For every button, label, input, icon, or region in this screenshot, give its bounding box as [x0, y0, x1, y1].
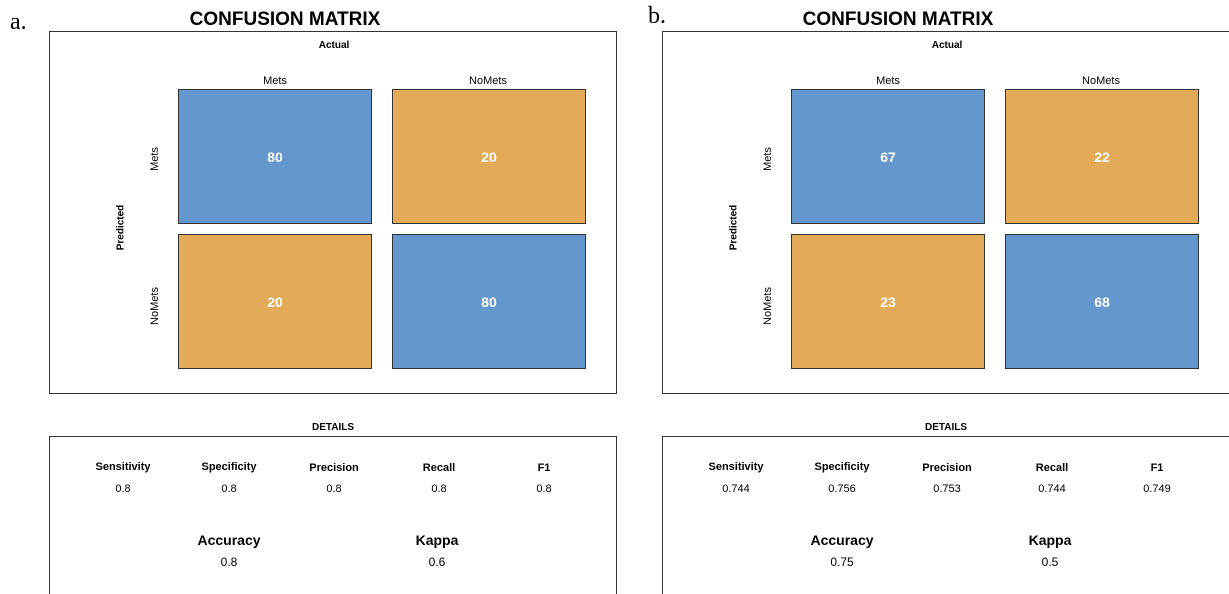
- details-title: DETAILS: [924, 422, 968, 433]
- summary-value-accuracy: 0.8: [220, 555, 238, 569]
- metric-value-sensitivity: 0.8: [115, 483, 131, 495]
- cell-prednomets-actualmets: 23: [791, 234, 985, 369]
- cell-predmets-actualnomets: 20: [392, 89, 586, 224]
- confusion-matrix-panel-b: b. CONFUSION MATRIX Actual Mets NoMets P…: [614, 0, 1229, 594]
- metric-value-sensitivity: 0.744: [722, 483, 750, 495]
- cell-prednomets-actualmets: 20: [178, 234, 372, 369]
- cell-predmets-actualnomets: 22: [1005, 89, 1199, 224]
- metric-name-f1: F1: [537, 462, 551, 474]
- details-frame: Sensitivity 0.744 Specificity 0.756 Prec…: [662, 436, 1229, 594]
- column-label-nomets: NoMets: [469, 75, 507, 87]
- row-label-mets: Mets: [149, 147, 161, 171]
- matrix-frame: Actual Mets NoMets Predicted Mets NoMets…: [662, 31, 1229, 394]
- details-frame: Sensitivity 0.8 Specificity 0.8 Precisio…: [49, 436, 617, 594]
- metric-value-precision: 0.8: [326, 483, 342, 495]
- metric-value-f1: 0.8: [536, 483, 552, 495]
- summary-value-kappa: 0.5: [1041, 555, 1059, 569]
- row-label-nomets: NoMets: [149, 287, 161, 325]
- x-axis-label: Actual: [931, 40, 963, 51]
- metric-name-sensitivity: Sensitivity: [95, 461, 151, 473]
- metric-name-sensitivity: Sensitivity: [708, 461, 764, 473]
- y-axis-label: Predicted: [115, 204, 127, 251]
- column-label-nomets: NoMets: [1082, 75, 1120, 87]
- summary-name-accuracy: Accuracy: [197, 532, 261, 548]
- panel-label: b.: [648, 3, 666, 29]
- row-label-mets: Mets: [762, 147, 774, 171]
- metric-name-specificity: Specificity: [814, 461, 870, 473]
- metric-name-recall: Recall: [1035, 462, 1069, 474]
- details-title: DETAILS: [311, 422, 355, 433]
- summary-name-kappa: Kappa: [415, 532, 459, 548]
- cell-nomets-nomets: 80: [392, 234, 586, 369]
- matrix-frame: Actual Mets NoMets Predicted Mets NoMets…: [49, 31, 617, 394]
- y-axis-label: Predicted: [728, 204, 740, 251]
- metric-name-precision: Precision: [309, 462, 359, 474]
- panel-label: a.: [10, 9, 27, 35]
- summary-value-accuracy: 0.75: [830, 555, 854, 569]
- x-axis-label: Actual: [318, 40, 350, 51]
- chart-title: CONFUSION MATRIX: [189, 9, 381, 30]
- chart-title: CONFUSION MATRIX: [802, 9, 994, 30]
- column-label-mets: Mets: [263, 75, 287, 87]
- metric-value-recall: 0.8: [431, 483, 447, 495]
- row-label-nomets: NoMets: [762, 287, 774, 325]
- summary-name-accuracy: Accuracy: [810, 532, 874, 548]
- column-label-mets: Mets: [876, 75, 900, 87]
- metric-value-specificity: 0.756: [828, 483, 856, 495]
- metric-value-recall: 0.744: [1038, 483, 1066, 495]
- metric-name-precision: Precision: [922, 462, 972, 474]
- metric-name-f1: F1: [1150, 462, 1164, 474]
- metric-value-specificity: 0.8: [221, 483, 237, 495]
- summary-value-kappa: 0.6: [428, 555, 446, 569]
- cell-mets-mets: 80: [178, 89, 372, 224]
- summary-name-kappa: Kappa: [1028, 532, 1072, 548]
- confusion-matrix-panel-a: a. CONFUSION MATRIX Actual Mets NoMets P…: [0, 0, 617, 594]
- metric-name-specificity: Specificity: [201, 461, 257, 473]
- metric-value-f1: 0.749: [1143, 483, 1171, 495]
- metric-value-precision: 0.753: [933, 483, 961, 495]
- metric-name-recall: Recall: [422, 462, 456, 474]
- cell-mets-mets: 67: [791, 89, 985, 224]
- cell-nomets-nomets: 68: [1005, 234, 1199, 369]
